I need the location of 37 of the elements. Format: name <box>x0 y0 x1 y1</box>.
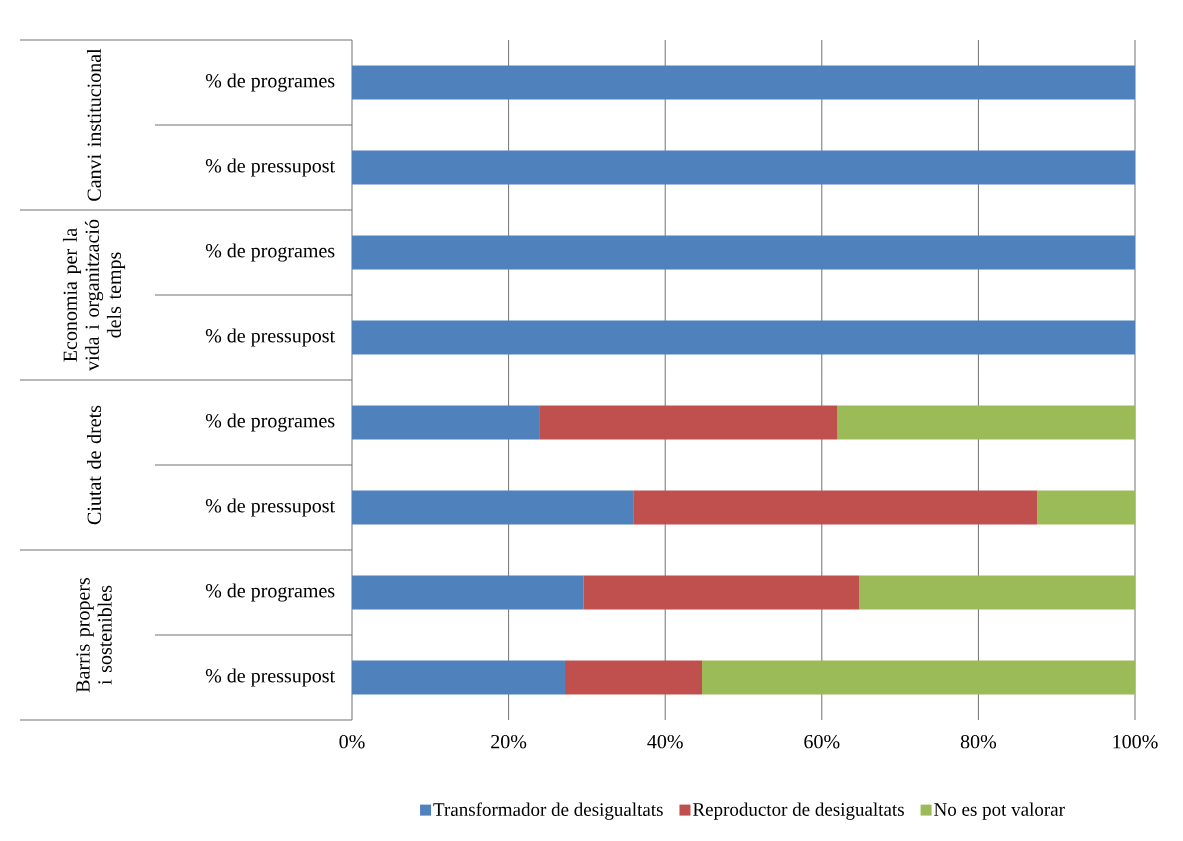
bar <box>352 490 634 525</box>
x-tick-label: 40% <box>647 734 683 749</box>
bar <box>352 65 1135 100</box>
y-tick-label: % de programes <box>205 583 335 602</box>
y-tick-label: % de pressupost <box>205 328 335 347</box>
bar <box>837 405 1135 440</box>
text: Economia per la vida i organització dels temps <box>62 219 126 371</box>
bar <box>352 575 584 610</box>
text: Canvi institucional <box>86 48 102 201</box>
y-tick-label: % de pressupost <box>205 158 335 177</box>
legend-label: Reproductor de desigualtats <box>693 802 904 820</box>
y-tick-label: % de programes <box>205 73 335 92</box>
bar <box>352 235 1135 270</box>
x-tick-label: 100% <box>1113 734 1158 749</box>
text: Barris propers i sostenibles <box>76 577 112 693</box>
bar <box>352 150 1135 185</box>
bar <box>352 320 1135 355</box>
y-tick-label: % de programes <box>205 413 335 432</box>
bar <box>702 660 1135 695</box>
text: Ciutat de drets <box>86 405 102 525</box>
y-tick-label: % de pressupost <box>205 668 335 687</box>
bar <box>583 575 860 610</box>
bar <box>539 405 838 440</box>
x-tick-label: 0% <box>339 734 365 749</box>
bar <box>633 490 1038 525</box>
y-tick-label: % de programes <box>205 243 335 262</box>
bar <box>859 575 1135 610</box>
legend-label: No es pot valorar <box>934 802 1065 820</box>
x-tick-label: 80% <box>960 734 997 749</box>
bar <box>352 660 565 695</box>
bar <box>1037 490 1135 525</box>
legend-label: Transformador de desigualtats <box>433 802 663 820</box>
x-tick-label: 60% <box>804 734 840 749</box>
bar <box>564 660 702 695</box>
y-tick-label: % de pressupost <box>205 498 335 517</box>
x-tick-label: 20% <box>491 734 527 749</box>
bar <box>352 405 540 440</box>
